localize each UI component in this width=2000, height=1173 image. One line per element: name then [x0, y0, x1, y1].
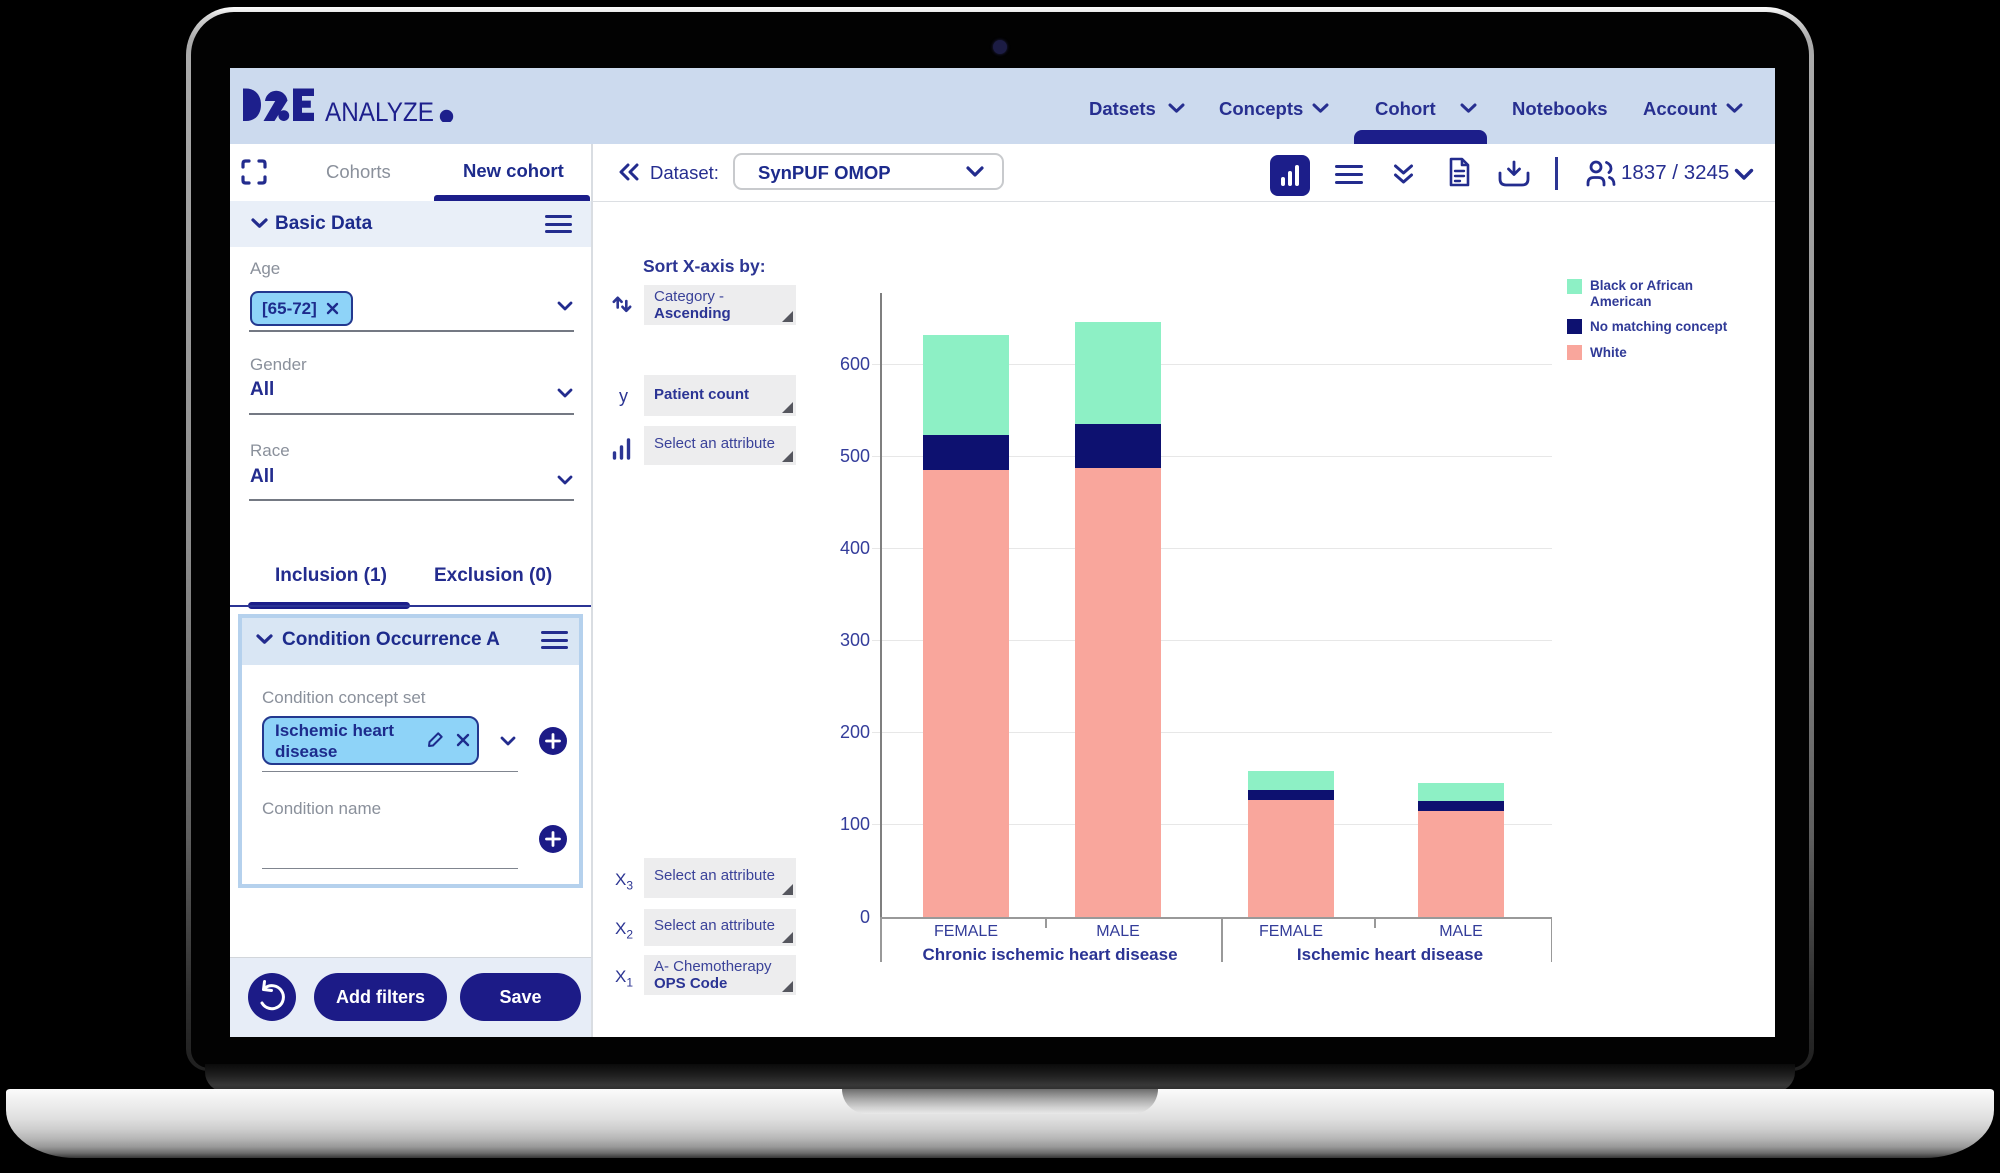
svg-text:ANALYZE: ANALYZE: [325, 97, 434, 122]
